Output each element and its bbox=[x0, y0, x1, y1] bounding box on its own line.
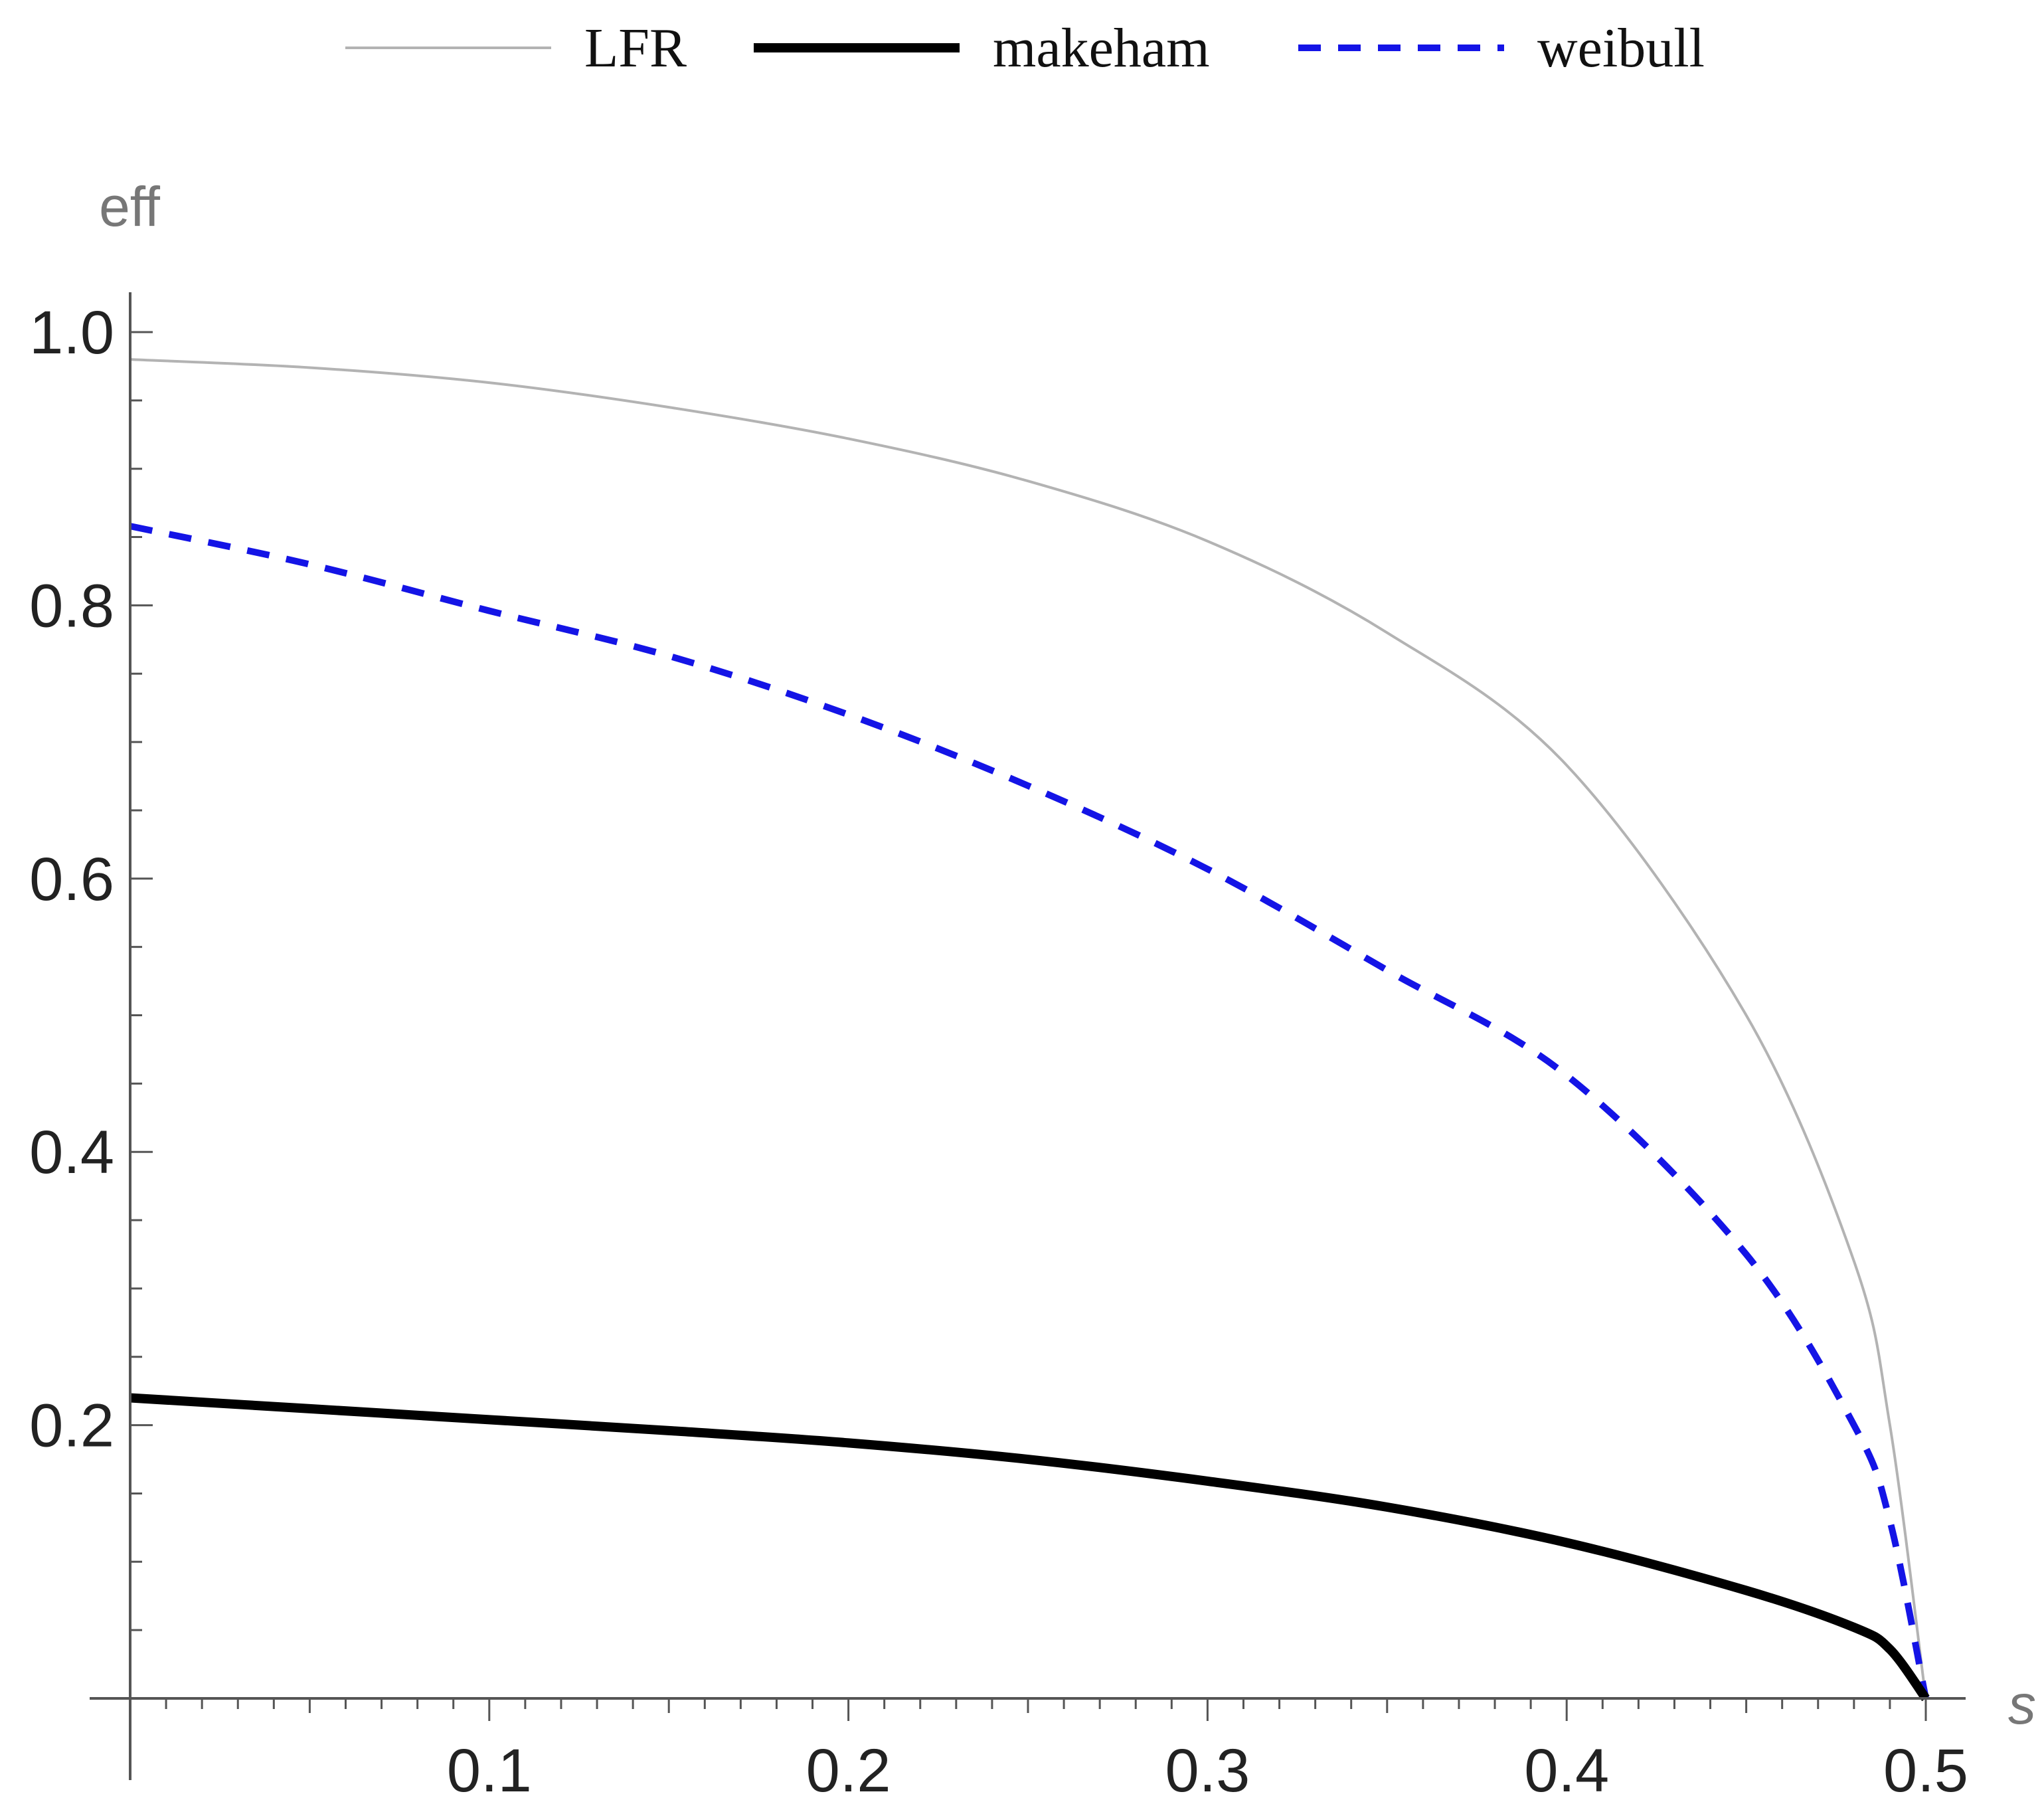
axes: 0.1 0.2 0.3 0.4 0.5 0.2 0.4 0.6 0.8 1.0 s eff bbox=[29, 175, 2036, 1805]
legend-label-makeham: makeham bbox=[993, 17, 1210, 79]
x-tick-label: 0.5 bbox=[1883, 1737, 1968, 1805]
y-tick-label: 0.6 bbox=[29, 846, 114, 913]
y-tick-label: 0.4 bbox=[29, 1119, 114, 1186]
legend-label-lfr: LFR bbox=[584, 17, 687, 79]
y-ticks: 0.2 0.4 0.6 0.8 1.0 bbox=[29, 299, 153, 1631]
legend-label-weibull: weibull bbox=[1537, 17, 1705, 79]
y-tick-label: 1.0 bbox=[29, 299, 114, 367]
y-axis-title: eff bbox=[99, 175, 161, 238]
x-axis-title: s bbox=[2008, 1673, 2036, 1736]
plot-area bbox=[129, 358, 1930, 1702]
series-line-weibull bbox=[129, 523, 1929, 1699]
x-tick-label: 0.3 bbox=[1165, 1737, 1250, 1805]
x-tick-label: 0.4 bbox=[1524, 1737, 1609, 1805]
series-line-makeham bbox=[129, 1393, 1930, 1702]
y-tick-label: 0.8 bbox=[29, 572, 114, 640]
x-ticks: 0.1 0.2 0.3 0.4 0.5 bbox=[129, 1698, 1968, 1805]
x-tick-label: 0.2 bbox=[806, 1737, 891, 1805]
y-tick-label: 0.2 bbox=[29, 1392, 114, 1460]
x-tick-label: 0.1 bbox=[447, 1737, 532, 1805]
legend: LFR makeham weibull bbox=[345, 17, 1705, 79]
series-line-lfr bbox=[129, 358, 1927, 1699]
